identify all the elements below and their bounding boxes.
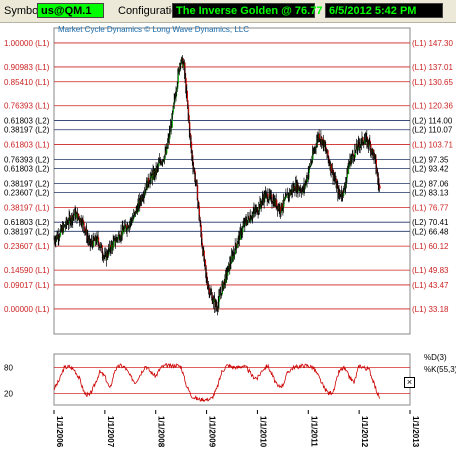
level-label-right: (L1) 33.18 [412,305,449,314]
price-panel [53,27,411,335]
chart-area: 1.00000 (L1) (L1) 147.30 0.90983 (L1) (L1) … [4,25,456,448]
level-label-right: (L1) 137.01 [412,63,453,72]
level-label-left: 0.61803 (L2) [4,117,50,126]
level-label-right: (L2) 66.48 [412,227,449,236]
level-label-left: 0.76393 (L1) [4,102,50,111]
oscillator-tick-label: 20 [4,389,13,398]
level-label-right: (L1) 60.12 [412,242,449,251]
symbol-field[interactable]: us@QM.1 [37,3,104,18]
level-label-left: 0.38197 (L2) [4,126,50,135]
level-label-right: (L2) 93.42 [412,165,449,174]
chart-title: Market Cycle Dynamics © Long Wave Dynami… [58,25,249,34]
level-label-left: 0.14590 (L1) [4,266,50,275]
level-label-left: 0.38197 (L2) [4,227,50,236]
level-label-left: 0.61803 (L2) [4,165,50,174]
configuration-field[interactable]: The Inverse Golden @ 76.77 [172,3,322,18]
level-label-left: 0.85410 (L1) [4,78,50,87]
level-label-left: 0.76393 (L2) [4,155,50,164]
level-label-left: 0.90983 (L1) [4,63,50,72]
level-label-left: 0.23607 (L1) [4,242,50,251]
level-label-left: 0.00000 (L1) [4,305,50,314]
level-label-right: (L1) 120.36 [412,102,453,111]
x-tick-label: 1/1/2012 [360,416,369,448]
x-tick-label: 1/1/2011 [309,416,318,447]
oscillator-panel [53,353,411,406]
x-tick-label: 1/1/2009 [208,416,217,448]
x-tick-label: 1/1/2008 [157,416,166,448]
level-label-left: 1.00000 (L1) [4,39,50,48]
oscillator-legend-entry: %K(55,3) [424,365,456,374]
oscillator-legend-entry: %D(3) [424,353,447,362]
level-label-right: (L1) 76.77 [412,203,449,212]
level-label-right: (L1) 147.30 [412,39,453,48]
oscillator-tick-label: 80 [4,364,13,373]
x-tick-label: 1/1/2010 [258,416,267,448]
level-label-right: (L1) 43.47 [412,281,449,290]
level-label-left: 0.61803 (L2) [4,218,50,227]
symbol-label: Symbol [4,5,41,17]
level-label-right: (L2) 97.35 [412,155,449,164]
x-tick-label: 1/1/2013 [411,416,420,448]
x-tick-label: 1/1/2007 [106,416,115,448]
toolbar: Symbol us@QM.1 Configuration The Inverse… [0,0,456,23]
configuration-label: Configuration [118,5,184,17]
level-label-left: 0.09017 (L1) [4,281,50,290]
x-tick-label: 1/1/2006 [55,416,64,448]
level-label-right: (L2) 110.07 [412,126,453,135]
level-label-left: 0.38197 (L2) [4,179,50,188]
level-label-left: 0.23607 (L2) [4,189,50,198]
level-label-right: (L1) 130.65 [412,78,453,87]
datetime-field: 6/5/2012 5:42 PM [325,3,443,18]
level-label-right: (L2) 70.41 [412,218,449,227]
level-label-right: (L2) 83.13 [412,189,449,198]
level-label-right: (L1) 103.71 [412,141,453,150]
level-label-right: (L2) 114.00 [412,117,453,126]
level-label-right: (L2) 87.06 [412,179,449,188]
level-label-right: (L1) 49.83 [412,266,449,275]
level-label-left: 0.61803 (L1) [4,141,50,150]
level-label-left: 0.38197 (L1) [4,203,50,212]
oscillator-line [53,362,380,403]
close-icon[interactable]: × [404,377,415,388]
